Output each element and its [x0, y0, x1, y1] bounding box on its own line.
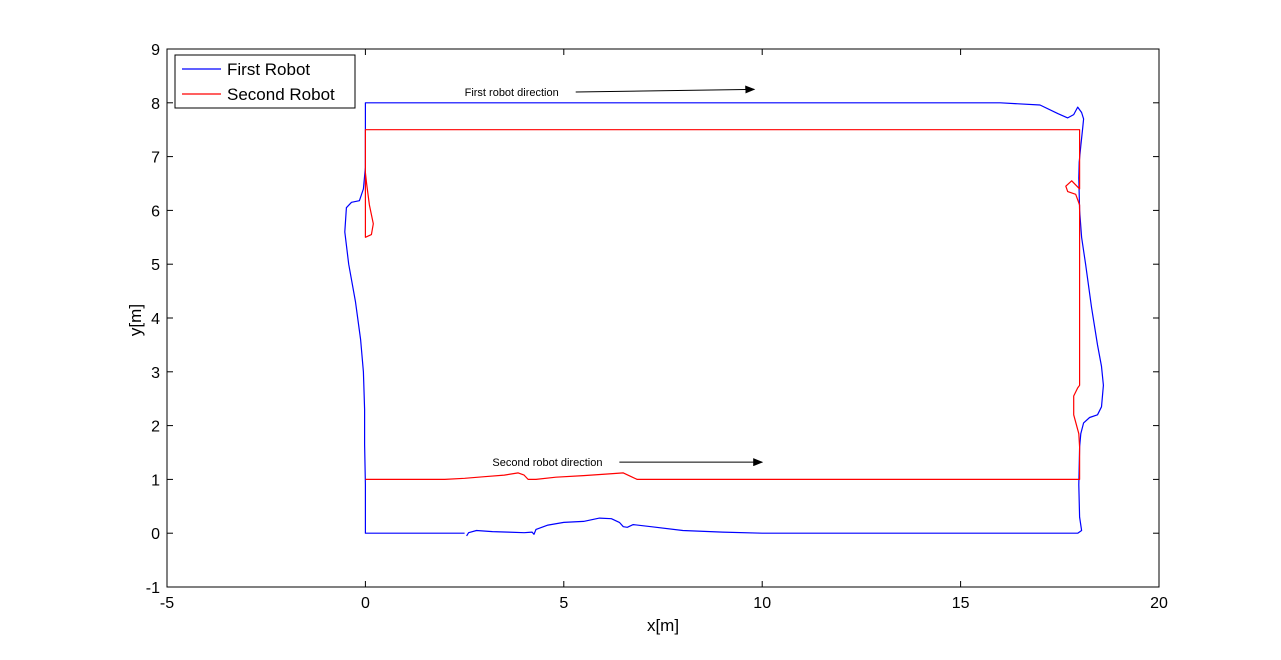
y-axis: -1 0 1 2 3 4 5 6 7 8 9	[146, 42, 1159, 597]
y-tick-label: 7	[151, 150, 160, 167]
x-axis-title: x[m]	[647, 616, 679, 635]
legend: First Robot Second Robot	[174, 54, 356, 109]
y-axis-title: y[m]	[126, 304, 145, 336]
y-tick-label: 3	[151, 365, 160, 382]
y-tick-label: 1	[151, 472, 160, 489]
series-line-second-robot	[364, 129, 1081, 480]
y-tick-label: 0	[151, 526, 160, 543]
x-axis: -5 0 5 10 15 20	[160, 49, 1168, 612]
x-tick-label: 0	[361, 595, 370, 612]
direction-arrow	[575, 85, 756, 94]
legend-label-second-robot: Second Robot	[227, 85, 335, 104]
plot-area	[167, 49, 1159, 587]
y-tick-label: 9	[151, 42, 160, 59]
y-tick-label: 5	[151, 257, 160, 274]
y-tick-label: 2	[151, 419, 160, 436]
x-tick-label: 5	[559, 595, 568, 612]
y-tick-label: -1	[146, 580, 160, 597]
legend-box	[174, 54, 356, 109]
x-tick-label: 15	[952, 595, 970, 612]
series-line-first-robot	[344, 102, 1104, 537]
y-tick-label: 6	[151, 203, 160, 220]
annotation-label: Second robot direction	[492, 457, 602, 469]
y-tick-label: 8	[151, 96, 160, 113]
annotation-layer: First robot direction Second robot direct…	[465, 85, 764, 469]
annotation-label: First robot direction	[465, 87, 559, 99]
legend-label-first-robot: First Robot	[227, 60, 310, 79]
series-layer	[344, 102, 1104, 537]
x-tick-label: 10	[753, 595, 771, 612]
x-tick-label: -5	[160, 595, 174, 612]
x-tick-label: 20	[1150, 595, 1168, 612]
y-tick-label: 4	[151, 311, 160, 328]
